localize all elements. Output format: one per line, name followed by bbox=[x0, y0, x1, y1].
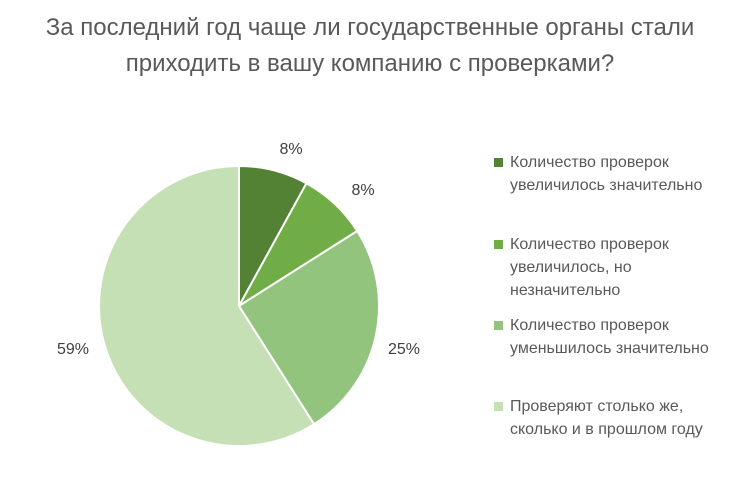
data-label-4: 59% bbox=[57, 341, 89, 358]
legend-swatch-2 bbox=[494, 240, 503, 249]
legend-item-3: Количество проверок уменьшилось значител… bbox=[494, 314, 734, 360]
legend-label-3: Количество проверок уменьшилось значител… bbox=[510, 317, 709, 357]
data-label-3: 25% bbox=[388, 341, 420, 358]
legend-swatch-3 bbox=[494, 321, 503, 330]
legend-label-2: Количество проверок увеличилось, но незн… bbox=[510, 236, 669, 299]
legend-item-2: Количество проверок увеличилось, но незн… bbox=[494, 233, 734, 302]
legend-swatch-1 bbox=[494, 158, 503, 167]
pie-slice-4 bbox=[98, 164, 316, 447]
legend-swatch-4 bbox=[494, 402, 503, 411]
chart-title: За последний год чаще ли государственные… bbox=[45, 14, 695, 77]
pie-slice-3 bbox=[237, 229, 380, 426]
data-label-1: 8% bbox=[279, 141, 302, 158]
legend-label-4: Проверяют столько же, сколько и в прошло… bbox=[510, 398, 703, 438]
legend-item-4: Проверяют столько же, сколько и в прошло… bbox=[494, 395, 734, 441]
legend-item-1: Количество проверок увеличилось значител… bbox=[494, 151, 734, 197]
data-label-2: 8% bbox=[351, 182, 374, 199]
legend-label-1: Количество проверок увеличилось значител… bbox=[510, 154, 703, 194]
